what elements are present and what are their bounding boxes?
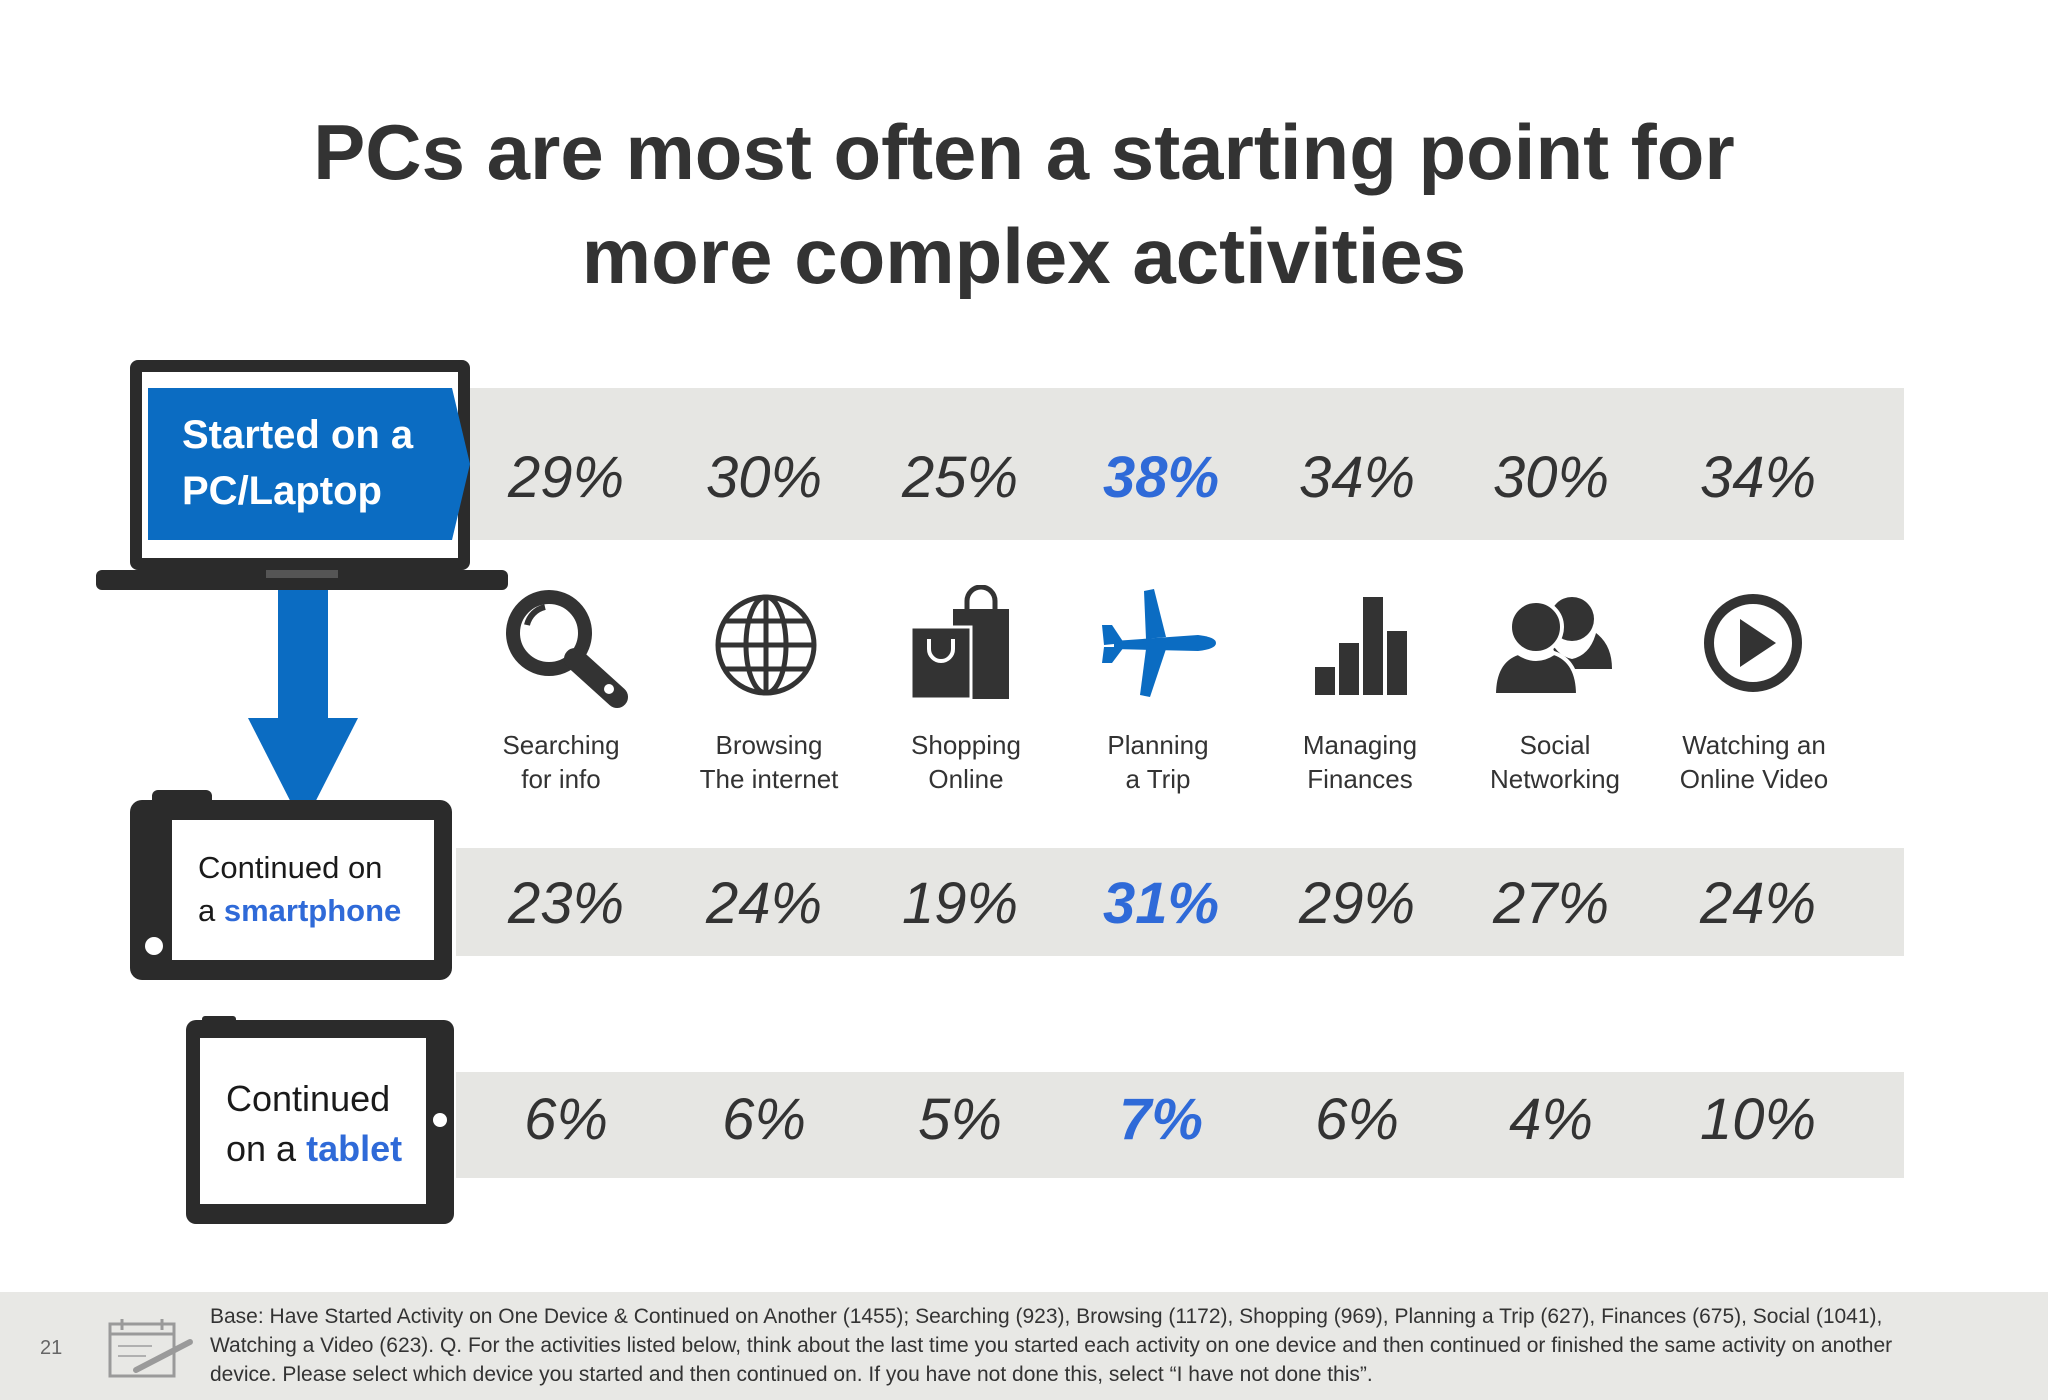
activity-label-line-1: Browsing xyxy=(715,730,823,760)
globe-icon xyxy=(701,585,831,715)
smartphone-label-prefix: Continued on xyxy=(198,850,383,885)
pc-row-band xyxy=(456,388,1904,540)
smartphone-value-finances: 29% xyxy=(1298,871,1416,936)
pc-value-finances: 34% xyxy=(1298,445,1416,510)
title-line-1: PCs are most often a starting point for xyxy=(313,108,1735,196)
tablet-value-video: 10% xyxy=(1699,1087,1817,1152)
activity-label-line-1: Managing xyxy=(1302,730,1418,760)
footer-band xyxy=(0,1292,2048,1400)
activity-label: Watching an Online Video xyxy=(1644,728,1864,796)
pc-value-planning: 38% xyxy=(1102,445,1220,510)
smartphone-value-browsing: 24% xyxy=(705,871,823,936)
tablet-label-mid: on a xyxy=(226,1128,307,1169)
pc-value-shopping: 25% xyxy=(901,445,1019,510)
activity-label-line-1: Social xyxy=(1519,730,1591,760)
smartphone-icon xyxy=(130,790,452,980)
activity-label-line-1: Watching an xyxy=(1682,730,1826,760)
activity-label-line-2: a Trip xyxy=(1125,764,1191,794)
smartphone-value-shopping: 19% xyxy=(901,871,1019,936)
bar-chart-icon xyxy=(1293,585,1423,715)
arrow-down-icon xyxy=(248,590,358,826)
activity-label-line-2: Online Video xyxy=(1679,764,1829,794)
page-title: PCs are most often a starting point for … xyxy=(0,100,2048,308)
tablet-label: Continued on a tablet xyxy=(226,1074,402,1174)
page-number: 21 xyxy=(40,1337,63,1359)
activity-label-line-1: Shopping xyxy=(911,730,1021,760)
tablet-value-social: 4% xyxy=(1509,1087,1593,1152)
pc-value-searching: 29% xyxy=(507,445,625,510)
smartphone-value-searching: 23% xyxy=(507,871,625,936)
tablet-value-planning: 7% xyxy=(1119,1087,1203,1152)
activity-label-line-2: The internet xyxy=(699,764,839,794)
pc-value-social: 30% xyxy=(1492,445,1610,510)
activity-label: Planning a Trip xyxy=(1048,728,1268,796)
tablet-value-finances: 6% xyxy=(1315,1087,1399,1152)
pc-value-browsing: 30% xyxy=(705,445,823,510)
tablet-value-browsing: 6% xyxy=(722,1087,806,1152)
shopping-bag-icon xyxy=(897,585,1027,715)
smartphone-label: Continued on a smartphone xyxy=(198,846,401,932)
activity-label: Shopping Online xyxy=(856,728,1076,796)
pc-label: Started on a PC/Laptop xyxy=(182,407,413,519)
activity-label-line-2: Networking xyxy=(1489,764,1621,794)
smartphone-label-device: smartphone xyxy=(223,893,402,928)
pc-value-video: 34% xyxy=(1699,445,1817,510)
footnote: Base: Have Started Activity on One Devic… xyxy=(210,1305,1893,1386)
pc-label-line-1: Started on a xyxy=(182,413,414,457)
title-line-2: more complex activities xyxy=(581,212,1467,300)
notepad-pencil-icon xyxy=(108,1319,193,1378)
laptop-icon xyxy=(96,360,508,590)
tablet-label-prefix: Continued xyxy=(226,1078,391,1119)
airplane-icon xyxy=(1094,585,1224,715)
activity-label-line-1: Planning xyxy=(1107,730,1209,760)
play-icon xyxy=(1688,585,1818,715)
activity-label: Browsing The internet xyxy=(659,728,879,796)
tablet-label-device: tablet xyxy=(306,1128,403,1169)
activity-label: Social Networking xyxy=(1445,728,1665,796)
smartphone-row-band xyxy=(456,848,1904,956)
smartphone-value-video: 24% xyxy=(1699,871,1817,936)
tablet-value-searching: 6% xyxy=(524,1087,608,1152)
activity-label-line-2: Online xyxy=(928,764,1004,794)
activity-label: Managing Finances xyxy=(1250,728,1470,796)
pc-label-line-2: PC/Laptop xyxy=(182,469,382,513)
smartphone-label-mid: a xyxy=(198,893,224,928)
people-icon xyxy=(1488,585,1618,715)
activity-label: Searching for info xyxy=(451,728,671,796)
tablet-icon xyxy=(186,1016,454,1224)
activity-label-line-2: for info xyxy=(521,764,601,794)
activity-label-line-1: Searching xyxy=(502,730,620,760)
smartphone-value-social: 27% xyxy=(1492,871,1610,936)
activity-label-line-2: Finances xyxy=(1307,764,1413,794)
search-icon xyxy=(501,585,631,715)
tablet-value-shopping: 5% xyxy=(918,1087,1002,1152)
tablet-row-band xyxy=(456,1072,1904,1178)
smartphone-value-planning: 31% xyxy=(1102,871,1220,936)
